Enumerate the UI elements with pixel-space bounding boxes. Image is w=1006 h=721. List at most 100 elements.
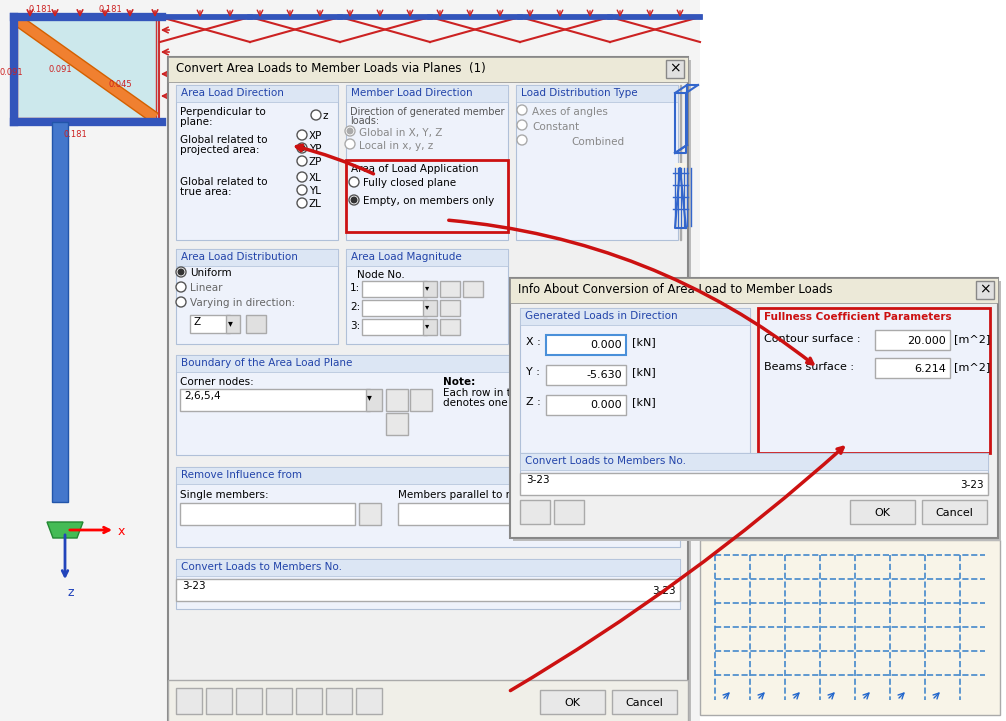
Circle shape xyxy=(297,143,307,153)
Bar xyxy=(520,500,550,524)
Text: [kN]: [kN] xyxy=(632,337,656,347)
Text: Single members:: Single members: xyxy=(180,490,269,500)
Bar xyxy=(666,60,684,78)
Text: Generated Loads in Direction: Generated Loads in Direction xyxy=(525,311,678,321)
Polygon shape xyxy=(47,522,83,538)
Text: Cancel: Cancel xyxy=(626,697,663,707)
Text: Constant: Constant xyxy=(532,122,579,132)
Text: Load Distribution Type: Load Distribution Type xyxy=(521,88,638,98)
Circle shape xyxy=(176,297,186,307)
Text: Global in X, Y, Z: Global in X, Y, Z xyxy=(359,128,443,138)
Circle shape xyxy=(517,120,527,130)
Bar xyxy=(362,281,427,297)
Text: projected area:: projected area: xyxy=(180,145,260,155)
Text: Fully closed plane: Fully closed plane xyxy=(363,178,456,188)
Text: z: z xyxy=(68,586,74,599)
Bar xyxy=(976,281,994,299)
Text: Z :: Z : xyxy=(526,397,541,407)
Bar xyxy=(176,85,338,240)
Text: ▾: ▾ xyxy=(367,392,372,402)
Text: plane:: plane: xyxy=(180,117,212,127)
Text: Empty, on members only: Empty, on members only xyxy=(363,196,494,206)
Text: 2:: 2: xyxy=(350,302,360,312)
Bar xyxy=(516,85,678,240)
Bar xyxy=(463,281,483,297)
Bar xyxy=(875,330,950,350)
Text: Area Load Direction: Area Load Direction xyxy=(181,88,284,98)
Circle shape xyxy=(297,156,307,166)
Text: Z: Z xyxy=(194,317,201,327)
Bar xyxy=(206,688,232,714)
Text: loads:: loads: xyxy=(350,116,379,126)
Bar xyxy=(440,319,460,335)
Circle shape xyxy=(345,139,355,149)
Text: Area Load Magnitude: Area Load Magnitude xyxy=(351,252,462,262)
Text: Linear: Linear xyxy=(190,283,222,293)
Bar xyxy=(14,17,159,122)
Bar xyxy=(554,500,584,524)
Bar xyxy=(546,335,626,355)
Text: denotes one pla: denotes one pla xyxy=(443,398,527,408)
Bar xyxy=(356,688,382,714)
Bar xyxy=(612,690,677,714)
Bar xyxy=(176,249,338,266)
Text: x: x xyxy=(118,525,126,538)
Text: X :: X : xyxy=(526,337,541,347)
Bar xyxy=(510,278,998,303)
Text: ▾: ▾ xyxy=(425,321,430,330)
Bar xyxy=(577,503,599,525)
Text: z: z xyxy=(323,111,329,121)
Text: Uniform: Uniform xyxy=(190,268,231,278)
Text: ×: × xyxy=(979,282,991,296)
Bar xyxy=(246,315,266,333)
Bar xyxy=(410,389,432,411)
Bar xyxy=(176,85,338,102)
Text: Note:: Note: xyxy=(443,377,475,387)
Text: Cancel: Cancel xyxy=(936,508,974,518)
Bar xyxy=(850,500,915,524)
Bar xyxy=(176,579,680,601)
Bar xyxy=(346,249,508,266)
Bar xyxy=(386,413,408,435)
Text: 0.181: 0.181 xyxy=(28,5,52,14)
Bar xyxy=(520,473,988,495)
Text: Contour surface :: Contour surface : xyxy=(764,334,860,344)
Text: Y :: Y : xyxy=(526,367,540,377)
Text: 3-23: 3-23 xyxy=(182,581,205,591)
Bar xyxy=(226,315,240,333)
Text: ▾: ▾ xyxy=(425,283,430,292)
Circle shape xyxy=(351,198,357,203)
Circle shape xyxy=(349,177,359,187)
Text: Area Load Distribution: Area Load Distribution xyxy=(181,252,298,262)
Circle shape xyxy=(517,135,527,145)
Text: ▾: ▾ xyxy=(228,318,232,328)
Bar xyxy=(326,688,352,714)
Bar xyxy=(510,278,998,538)
Text: Members parallel to member:: Members parallel to member: xyxy=(398,490,553,500)
Bar xyxy=(440,281,460,297)
Bar xyxy=(520,453,988,493)
Text: 1:: 1: xyxy=(350,283,360,293)
Bar xyxy=(190,315,230,333)
Text: Local in x, y, z: Local in x, y, z xyxy=(359,141,434,151)
Bar xyxy=(236,688,262,714)
Bar xyxy=(700,540,1000,715)
Bar xyxy=(176,355,680,372)
Text: Each row in the: Each row in the xyxy=(443,388,524,398)
Circle shape xyxy=(297,172,307,182)
Bar xyxy=(176,559,680,576)
Text: 0.091: 0.091 xyxy=(0,68,23,77)
Bar xyxy=(180,503,355,525)
Text: YL: YL xyxy=(309,186,321,196)
Bar xyxy=(171,60,691,721)
Text: Perpendicular to: Perpendicular to xyxy=(180,107,266,117)
Text: Direction of generated member: Direction of generated member xyxy=(350,107,504,117)
Circle shape xyxy=(299,145,305,151)
Text: YP: YP xyxy=(309,144,322,154)
Circle shape xyxy=(297,130,307,140)
Bar xyxy=(423,319,437,335)
Text: 0.181: 0.181 xyxy=(63,130,87,139)
Bar xyxy=(366,389,382,411)
Bar xyxy=(17,19,156,118)
Text: Axes of angles: Axes of angles xyxy=(532,107,608,117)
